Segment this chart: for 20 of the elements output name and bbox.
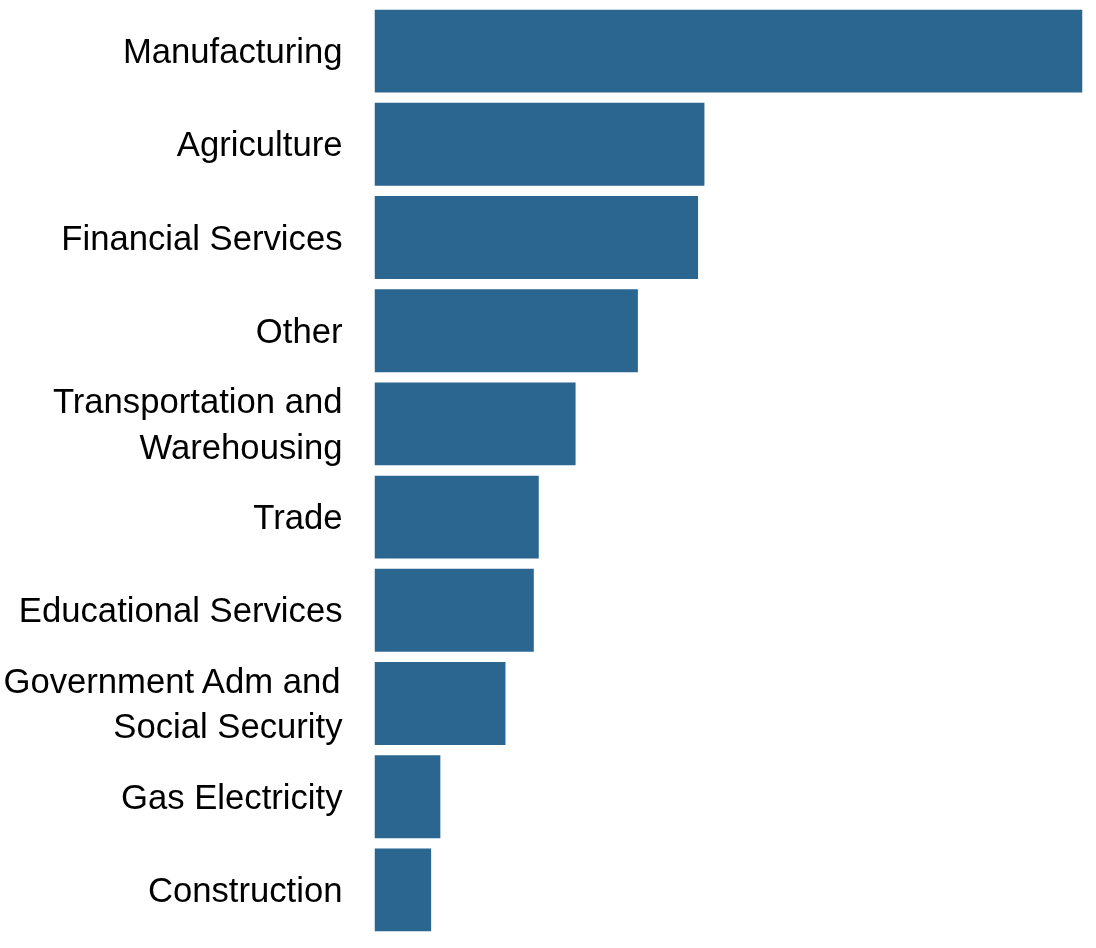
bar xyxy=(374,289,638,373)
y-tick-label: Gas Electricity xyxy=(121,777,344,816)
bar xyxy=(374,568,534,652)
y-tick-label: Transportation and Warehousing xyxy=(52,382,343,466)
bar xyxy=(374,382,576,466)
bar xyxy=(374,755,441,839)
y-tick-label: Educational Services xyxy=(18,591,343,630)
y-tick-label: Agriculture xyxy=(176,125,343,164)
bar xyxy=(374,662,506,745)
y-tick-label: Government Adm and Social Security xyxy=(3,661,344,746)
bar xyxy=(374,102,705,186)
y-tick-label: Construction xyxy=(147,870,343,909)
y-tick-label: Trade xyxy=(253,498,343,537)
y-tick-label: Other xyxy=(255,311,343,350)
bar xyxy=(374,196,699,279)
y-tick-label: Manufacturing xyxy=(122,32,343,71)
bar xyxy=(374,848,432,932)
y-tick-label: Financial Services xyxy=(61,218,343,257)
bar xyxy=(374,475,539,559)
bar xyxy=(374,9,1083,93)
